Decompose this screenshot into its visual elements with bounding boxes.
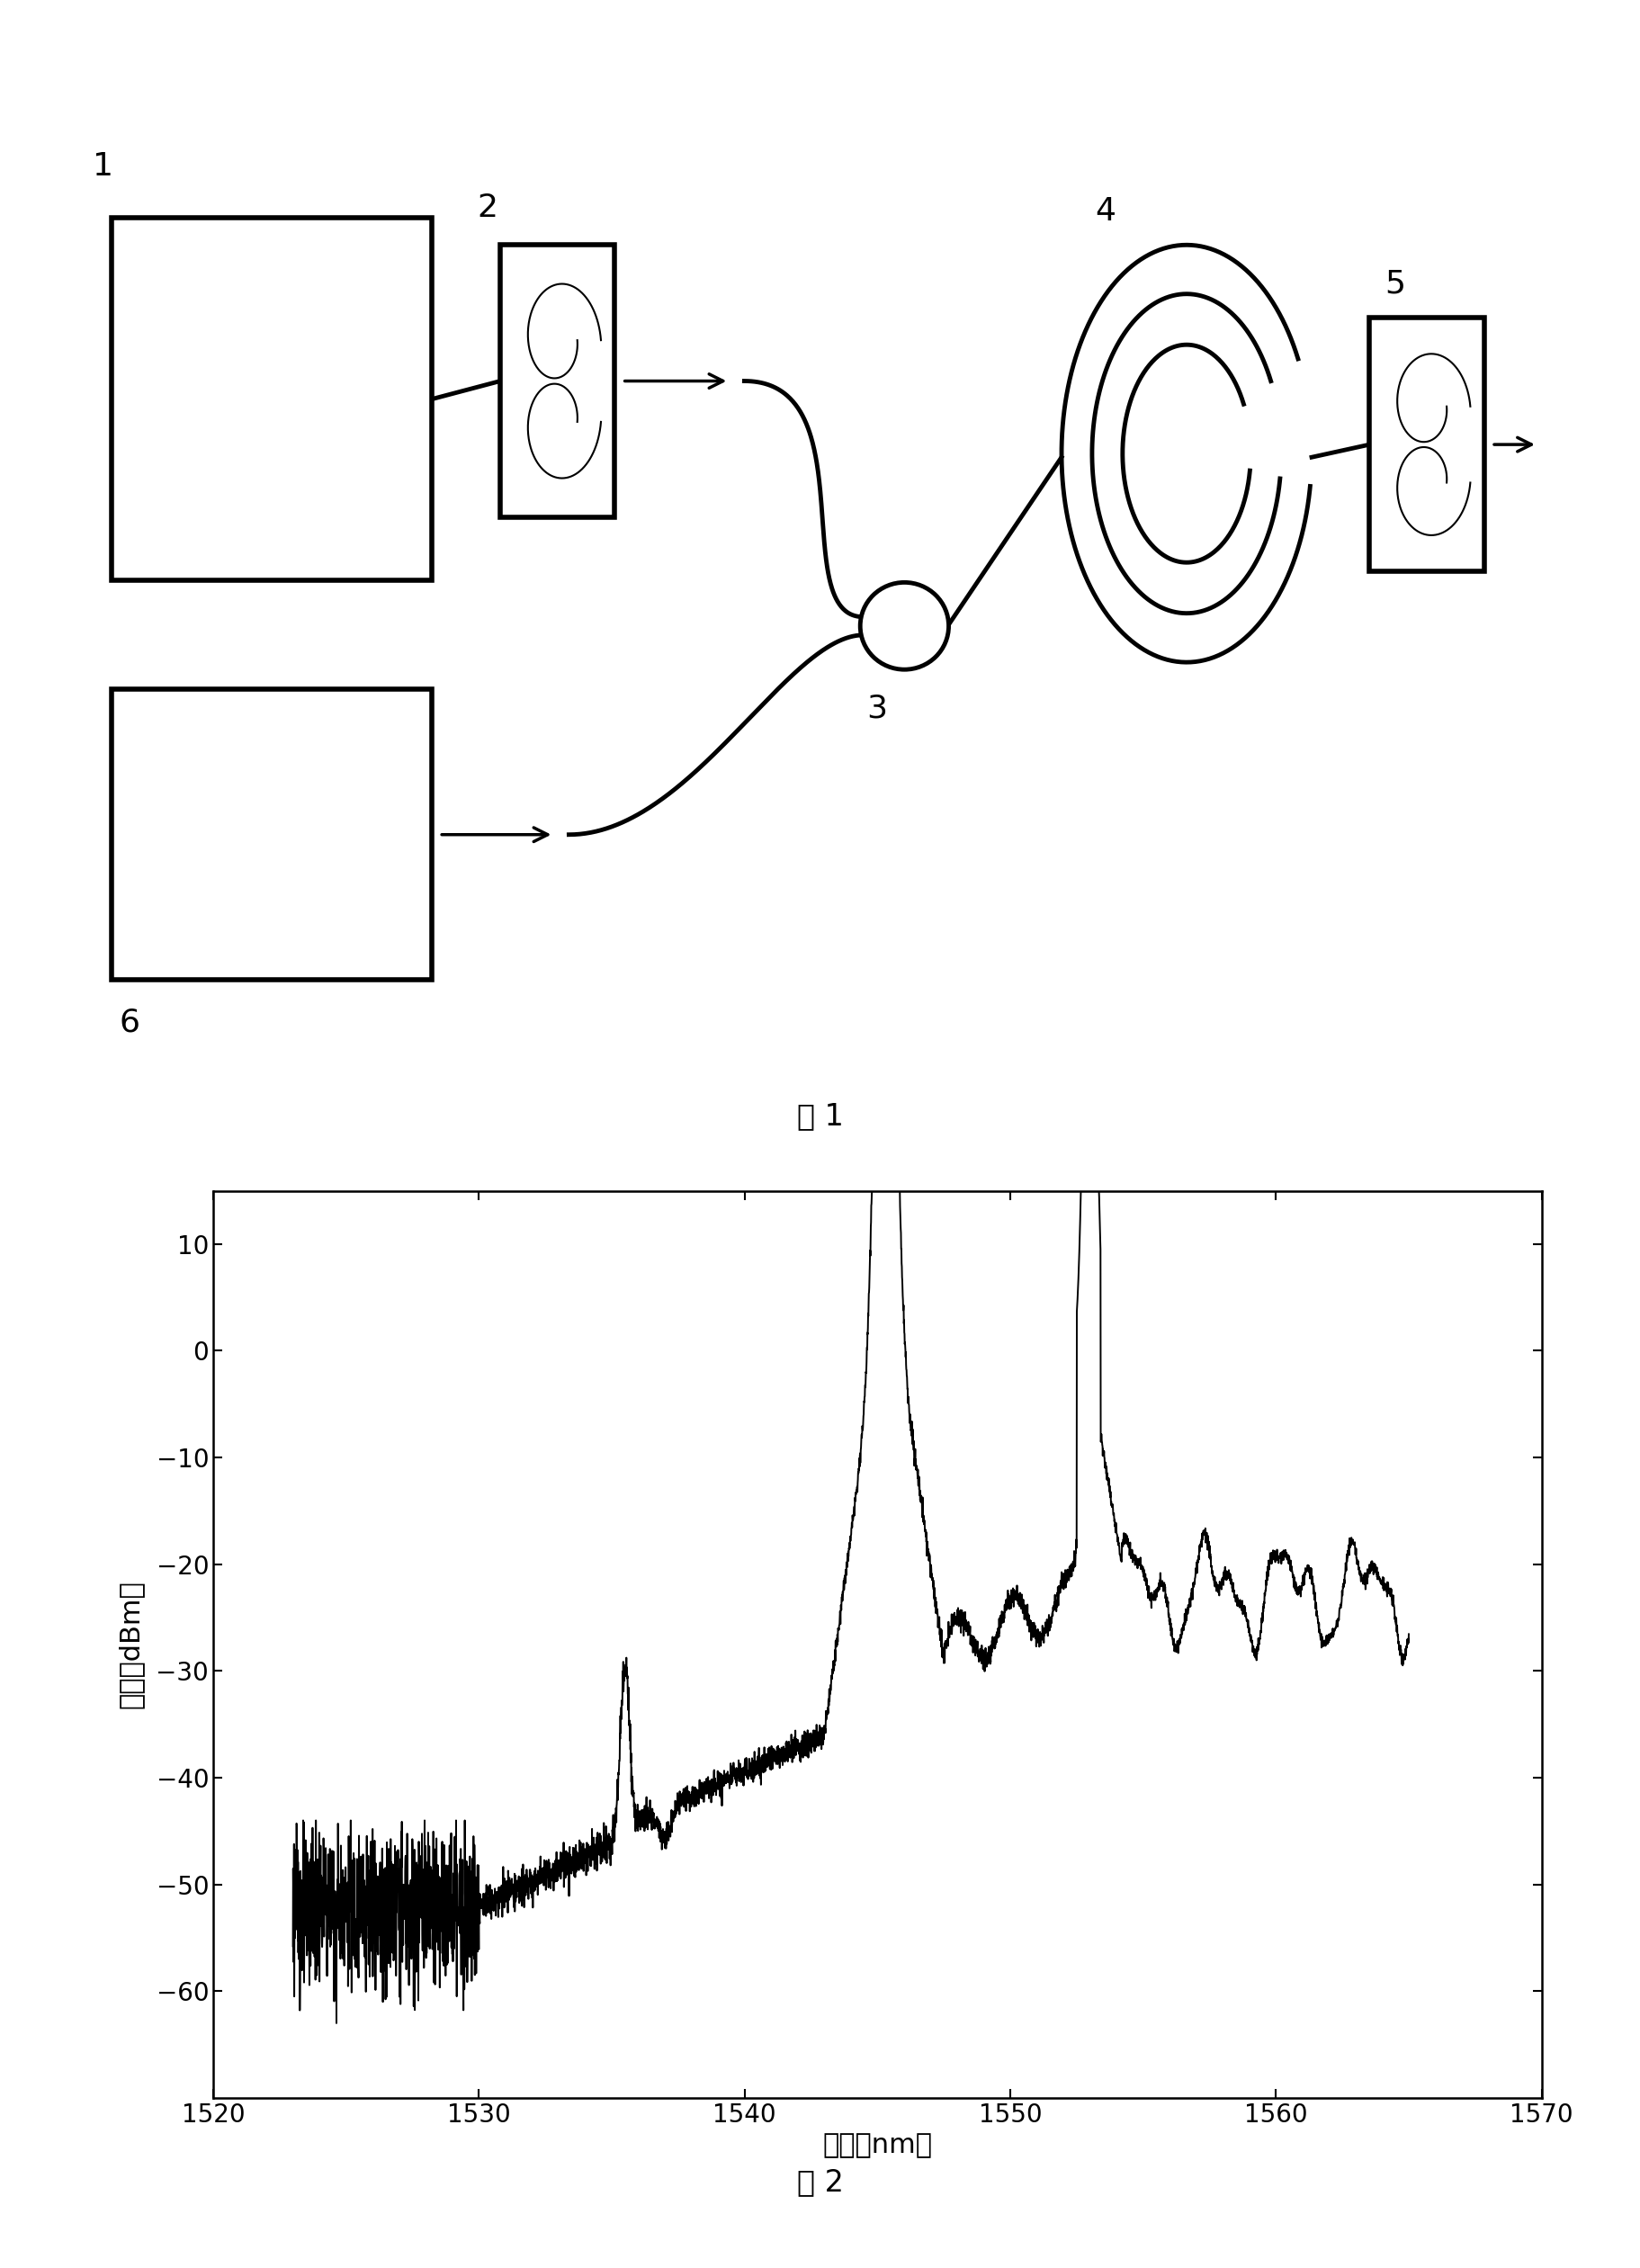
Bar [1369, 318, 1484, 572]
Y-axis label: 功率（dBm）: 功率（dBm） [118, 1581, 143, 1708]
Text: 3: 3 [866, 694, 887, 723]
Bar [500, 245, 615, 517]
X-axis label: 波长（nm）: 波长（nm） [823, 2132, 932, 2159]
Text: 图 1: 图 1 [797, 1100, 843, 1132]
Text: 4: 4 [1096, 197, 1115, 227]
Text: 6: 6 [120, 1007, 139, 1036]
Bar [112, 218, 431, 581]
Text: 5: 5 [1384, 270, 1405, 299]
Text: 图 2: 图 2 [797, 2166, 843, 2198]
Text: 2: 2 [477, 193, 499, 222]
Text: 1: 1 [93, 152, 113, 181]
Bar [112, 689, 431, 980]
Ellipse shape [861, 583, 948, 669]
